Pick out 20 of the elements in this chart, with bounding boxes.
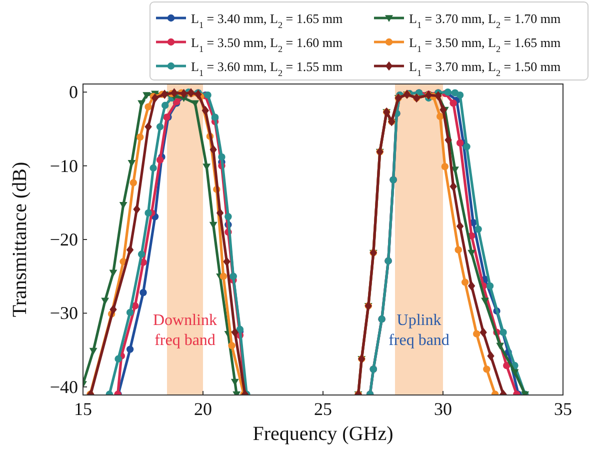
legend-label: L$_{1}$ = 3.70 mm, L$_{2}$ = 1.50 mm	[409, 59, 561, 78]
legend-label: L$_{1}$ = 3.40 mm, L$_{2}$ = 1.65 mm	[191, 11, 343, 30]
x-axis-title: Frequency (GHz)	[252, 423, 394, 445]
y-axis-title: Transmittance (dB)	[9, 162, 31, 318]
legend-label: L$_{1}$ = 3.50 mm, L$_{2}$ = 1.65 mm	[409, 35, 561, 54]
band-label: Downlink freq band	[153, 312, 217, 349]
y-tick-label: −30	[50, 303, 78, 324]
x-tick-label: 25	[314, 399, 332, 419]
y-tick-label: −20	[50, 230, 78, 250]
legend-label: L$_{1}$ = 3.60 mm, L$_{2}$ = 1.55 mm	[191, 59, 343, 78]
x-tick-label: 30	[434, 399, 452, 419]
x-tick-label: 20	[194, 399, 212, 419]
y-tick-label: −40	[50, 376, 78, 397]
x-tick-label: 15	[74, 399, 92, 419]
band-label: Uplink freq band	[388, 312, 450, 349]
x-tick-label: 35	[554, 399, 572, 419]
legend-label: L$_{1}$ = 3.70 mm, L$_{2}$ = 1.70 mm	[409, 11, 561, 30]
y-tick-label: 0	[69, 82, 78, 102]
y-tick-label: −10	[50, 156, 78, 176]
legend-label: L$_{1}$ = 3.50 mm, L$_{2}$ = 1.60 mm	[191, 35, 343, 54]
